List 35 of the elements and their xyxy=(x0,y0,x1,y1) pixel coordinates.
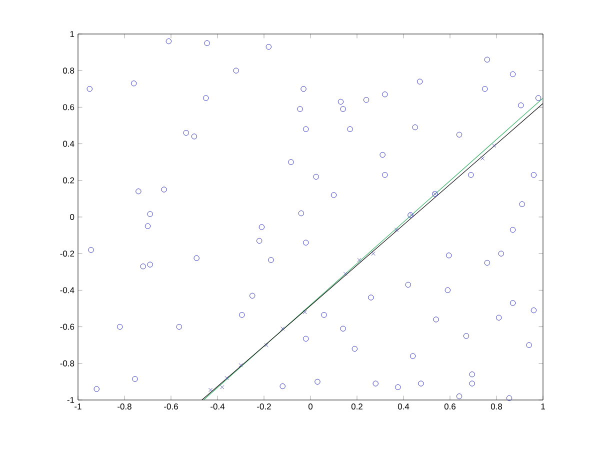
x-tick-label: 1 xyxy=(541,404,545,410)
y-tick-label: -0.8 xyxy=(60,360,74,366)
point xyxy=(220,385,224,390)
x-tick-label: -0.2 xyxy=(257,404,271,410)
point xyxy=(238,363,243,368)
x-tick-label: -0.6 xyxy=(164,404,178,410)
point xyxy=(343,272,348,276)
point xyxy=(264,343,268,348)
point xyxy=(492,144,496,148)
point xyxy=(480,156,485,161)
point xyxy=(224,376,229,380)
y-tick-label: -0.4 xyxy=(60,287,74,294)
x-tick-label: 0.6 xyxy=(444,404,456,410)
x-tick-label: -1 xyxy=(74,404,82,410)
y-tick-label: 0.6 xyxy=(63,104,74,110)
x-tick-label: -0.8 xyxy=(118,404,132,410)
point xyxy=(302,310,308,314)
point xyxy=(280,326,285,331)
y-tick-label: -0.6 xyxy=(60,324,74,330)
x-tick-label: 0.8 xyxy=(490,404,502,410)
x-tick-label: 0.4 xyxy=(398,404,410,410)
point xyxy=(394,228,399,232)
y-tick-label: 0.4 xyxy=(63,140,74,147)
y-tick-label: -0.2 xyxy=(60,250,74,257)
y-tick-label: 0.2 xyxy=(63,177,74,184)
x-tick-label: -0.4 xyxy=(210,404,225,410)
x-tick-label: 0 xyxy=(308,404,313,410)
x-tick-label: 0.2 xyxy=(351,404,362,410)
y-tick-label: 0 xyxy=(70,214,74,220)
point xyxy=(208,388,213,392)
point xyxy=(357,258,362,262)
y-tick-label: -1 xyxy=(67,397,74,403)
y-tick-label: 0.8 xyxy=(63,68,74,74)
point xyxy=(371,252,376,256)
y-tick-label: 1 xyxy=(70,31,74,37)
